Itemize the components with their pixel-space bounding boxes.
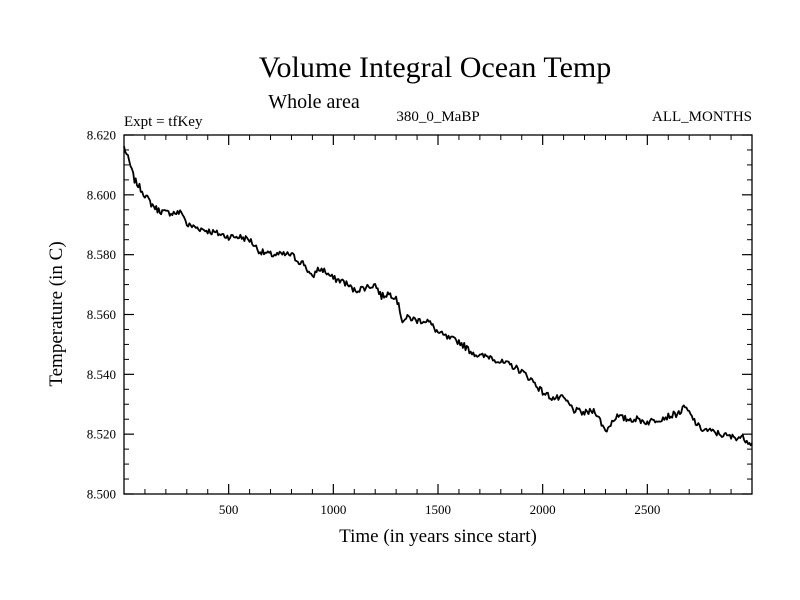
x-tick-label: 1500 — [425, 502, 451, 517]
x-axis-label: Time (in years since start) — [339, 526, 537, 547]
y-tick-label: 8.520 — [87, 427, 116, 442]
experiment-label: Expt = tfKey — [124, 114, 203, 130]
y-axis-label: Temperature (in C) — [46, 241, 67, 386]
period-label: 380_0_MaBP — [396, 109, 479, 125]
chart-title: Volume Integral Ocean Temp — [259, 51, 612, 84]
x-tick-label: 500 — [219, 502, 239, 517]
axis-tick-labels: 500 1000 1500 2000 2500 8.500 8.520 8.540 8.560 8… — [87, 128, 661, 518]
series-line — [123, 146, 753, 447]
x-tick-label: 2000 — [530, 502, 556, 517]
y-tick-label: 8.580 — [87, 247, 116, 262]
months-label: ALL_MONTHS — [652, 109, 752, 125]
y-tick-label: 8.540 — [87, 367, 116, 382]
axis-ticks — [124, 134, 752, 495]
x-tick-label: 2500 — [634, 502, 660, 517]
chart-subtitle: Whole area — [268, 91, 360, 113]
plot-frame — [123, 134, 753, 495]
y-tick-label: 8.560 — [87, 307, 116, 322]
y-tick-label: 8.600 — [87, 187, 116, 202]
y-tick-label: 8.500 — [87, 487, 116, 502]
x-tick-label: 1000 — [320, 502, 346, 517]
y-tick-label: 8.620 — [87, 128, 116, 143]
